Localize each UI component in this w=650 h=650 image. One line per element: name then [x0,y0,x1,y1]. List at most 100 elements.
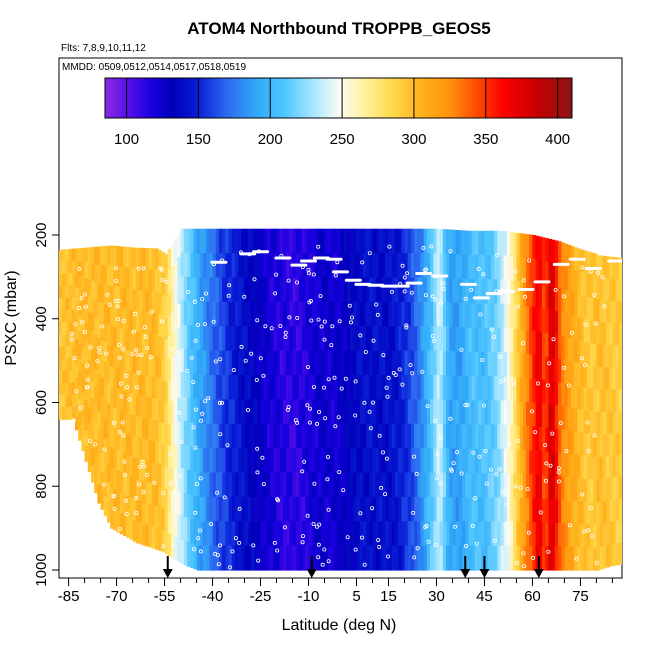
curtain-cell [564,476,569,501]
curtain-cell [442,253,447,279]
curtain-cell [174,261,178,286]
x-tick-label: 5 [352,588,360,605]
curtain-cell [452,521,457,547]
curtain-cell [618,301,622,324]
curtain-cell [574,385,578,410]
curtain-cell [106,265,111,286]
curtain-cell [94,299,98,318]
curtain-cell [311,423,316,449]
curtain-cell [186,397,191,423]
curtain-cell [334,545,338,571]
curtain-cell [542,308,546,333]
curtain-cell [340,472,345,498]
curtain-cell [327,301,332,327]
curtain-cell [538,236,543,261]
curtain-cell [481,521,486,547]
curtain-cell [497,400,502,426]
sample-point [322,319,327,324]
curtain-cell [362,399,367,425]
curtain-cell [154,420,159,443]
curtain-cell [65,334,70,347]
curtain-cell [276,545,281,571]
curtain-cell [202,277,207,303]
curtain-cell [254,277,258,303]
colorbar-tick-label: 350 [473,131,498,148]
curtain-cell [484,327,489,353]
curtain-cell [228,521,233,547]
curtain-cell [375,399,380,425]
curtain-cell [170,311,175,334]
curtain-cell [295,277,300,303]
curtain-cell [590,320,594,344]
curtain-cell [468,521,473,547]
curtain-cell [558,358,562,383]
curtain-cell [516,329,521,354]
curtain-cell [484,230,489,256]
curtain-cell [439,228,444,254]
curtain-cell [177,374,182,399]
curtain-cell [170,423,175,447]
curtain-cell [542,474,546,500]
curtain-cell [558,335,562,360]
curtain-cell [305,423,310,449]
sample-point [561,294,566,299]
sample-point [325,454,330,459]
curtain-cell [113,266,118,287]
curtain-cell [180,539,185,565]
curtain-cell [484,497,489,523]
curtain-cell [209,253,214,279]
curtain-cell [478,448,482,474]
curtain-cell [266,374,271,400]
curtain-cell [513,304,518,330]
sample-point [497,467,502,472]
curtain-cell [375,228,380,254]
sample-point [439,300,444,305]
curtain-cell [174,376,178,400]
curtain-cell [410,253,415,279]
curtain-cell [321,301,326,327]
colorbar-tick-label: 300 [401,131,426,148]
curtain-cell [161,358,166,381]
curtain-cell [542,546,546,571]
curtain-cell [497,376,502,402]
curtain-cell [359,228,364,254]
curtain-cell [206,301,210,327]
curtain-cell [487,303,492,329]
curtain-cell [599,367,604,391]
curtain-cell [148,397,153,420]
curtain-cell [238,326,242,352]
curtain-cell [394,326,399,352]
curtain-cell [289,228,294,254]
curtain-cell [442,375,447,401]
curtain-cell [292,326,297,352]
curtain-cell [142,353,146,376]
curtain-cell [538,284,543,309]
curtain-cell [142,290,146,313]
curtain-cell [596,276,601,300]
curtain-cell [212,448,217,474]
curtain-cell [78,330,82,345]
curtain-cell [586,456,591,480]
curtain-cell [414,277,418,303]
sample-point [515,561,520,566]
curtain-cell [302,228,306,254]
colorbar-tick-label: 400 [545,131,570,148]
curtain-cell [145,439,150,462]
curtain-cell [615,367,620,390]
sample-point [583,363,588,368]
curtain-cell [558,429,562,454]
curtain-cell [388,228,393,254]
curtain-cell [378,374,383,400]
sample-point [275,548,280,553]
curtain-cell [353,521,358,547]
curtain-cell [167,314,172,337]
curtain-cell [244,301,249,327]
curtain-cell [327,521,332,547]
curtain-cell [270,374,274,400]
curtain-cell [196,448,201,474]
curtain-cell [183,516,188,542]
curtain-cell [542,261,546,286]
curtain-cell [372,521,377,547]
curtain-cell [62,407,66,420]
curtain-cell [465,448,470,474]
